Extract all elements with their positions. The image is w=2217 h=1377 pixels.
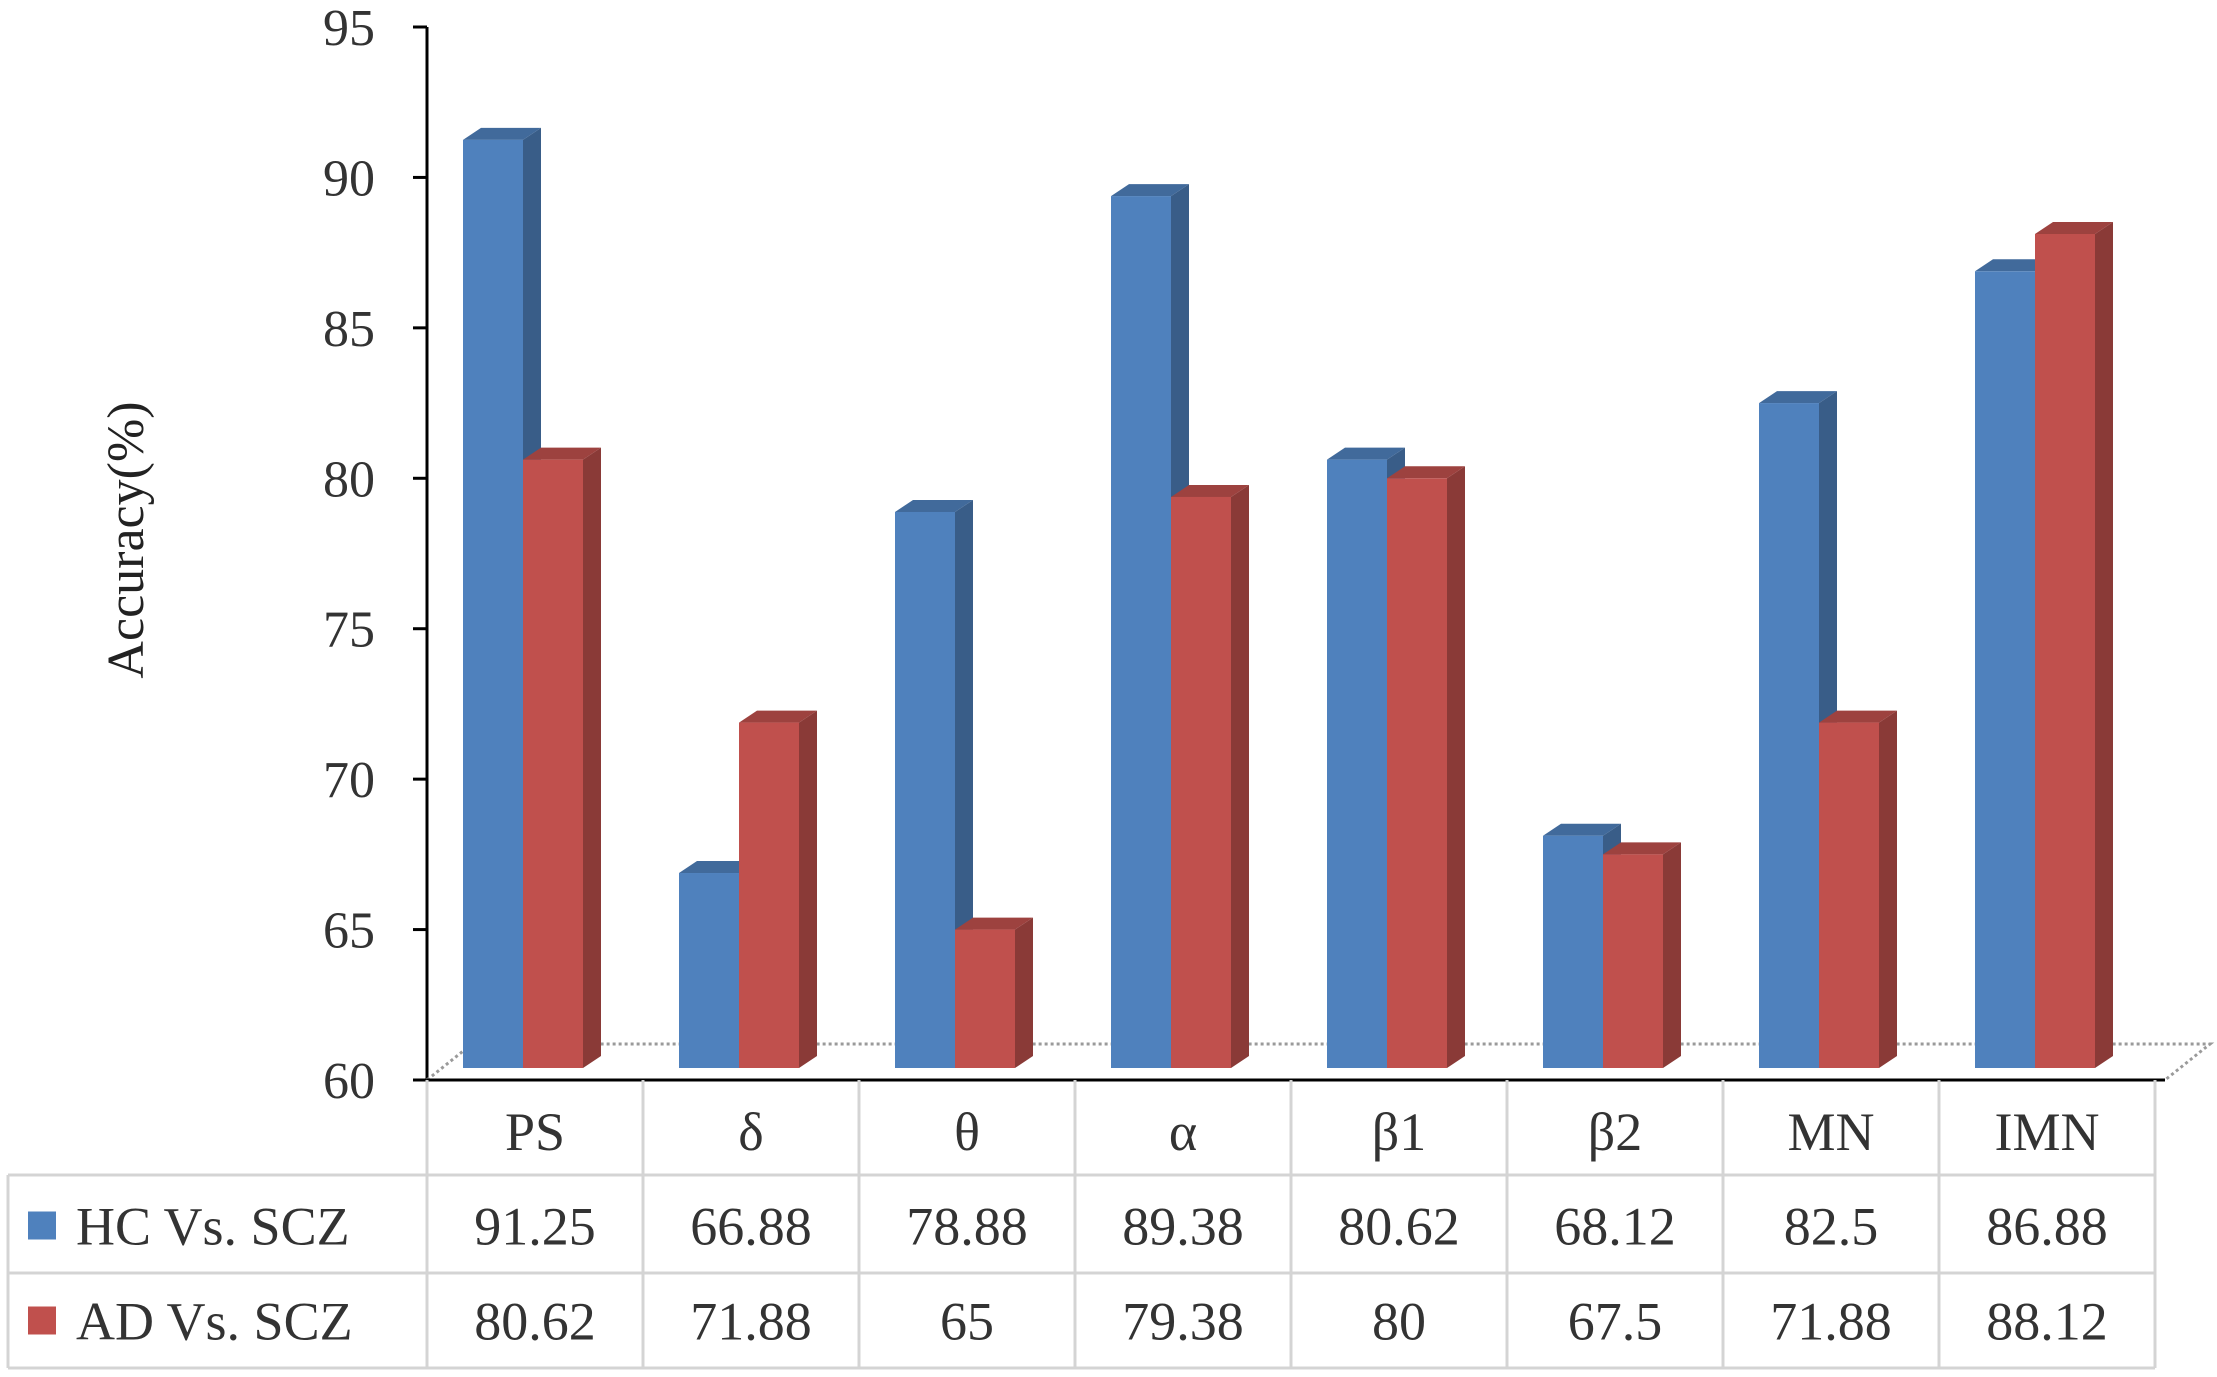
data-label: 88.12 [1986,1292,2108,1352]
bar-top [463,127,541,140]
data-label: 80.62 [474,1292,596,1352]
data-label: 80.62 [1338,1197,1460,1257]
data-label: 66.88 [690,1197,812,1257]
data-label: 71.88 [690,1292,812,1352]
data-label: 78.88 [906,1197,1028,1257]
y-tick-label: 75 [323,602,375,659]
x-tick-label: θ [954,1102,980,1162]
bar-top [1819,710,1897,723]
bar [1111,196,1171,1068]
x-tick-label: MN [1787,1102,1874,1162]
bar [523,459,583,1068]
data-label: 65 [940,1292,994,1352]
bar [955,929,1015,1068]
data-label: 67.5 [1568,1292,1663,1352]
y-tick-label: 80 [323,451,375,508]
x-tick-label: α [1169,1102,1197,1162]
bar [739,722,799,1068]
x-tick-label: β1 [1372,1102,1426,1162]
data-label: 82.5 [1784,1197,1879,1257]
data-label: 89.38 [1122,1197,1244,1257]
y-tick-label: 85 [323,301,375,358]
bar [679,873,739,1068]
bar [1171,496,1231,1068]
y-tick-label: 60 [323,1053,375,1110]
bar-side [2095,221,2113,1068]
y-tick-label: 65 [323,903,375,960]
x-tick-label: IMN [1995,1102,2100,1162]
legend-swatch [28,1306,56,1335]
bar-side [1879,710,1897,1068]
bar [463,139,523,1069]
bar [1387,478,1447,1068]
bar-top [2035,221,2113,234]
data-label: 86.88 [1986,1197,2108,1257]
legend-label: HC Vs. SCZ [76,1197,350,1257]
bar-top [739,710,817,723]
bar-top [1327,447,1405,460]
bar-top [1111,184,1189,197]
data-label: 68.12 [1554,1197,1676,1257]
bar [1975,271,2035,1068]
bar [1327,459,1387,1068]
bar-top [1387,466,1465,479]
bar-top [955,917,1033,930]
x-tick-label: β2 [1588,1102,1642,1162]
bar-top [679,861,757,874]
legend-label: AD Vs. SCZ [76,1292,353,1352]
y-tick-label: 90 [323,150,375,207]
bar-side [1663,842,1681,1068]
bar [1543,835,1603,1068]
bar [895,511,955,1069]
bar [1819,722,1879,1068]
bar-top [895,499,973,512]
y-axis-title: Accuracy(%) [98,401,155,678]
bar-side [1447,466,1465,1068]
x-tick-label: δ [738,1102,763,1162]
bar [2035,233,2095,1068]
y-tick-label: 70 [323,752,375,809]
bar-top [1603,842,1681,855]
bar-top [1975,259,2053,272]
bar-top [1543,823,1621,836]
bar-side [583,447,601,1068]
bar-top [523,447,601,460]
data-label: 91.25 [474,1197,596,1257]
data-label: 79.38 [1122,1292,1244,1352]
x-tick-label: PS [505,1102,565,1162]
bar-top [1171,484,1249,497]
data-label: 71.88 [1770,1292,1892,1352]
data-label: 80 [1372,1292,1426,1352]
bar-side [1231,484,1249,1068]
y-tick-label: 95 [323,0,375,57]
bar-top [1759,391,1837,404]
bar [1759,403,1819,1069]
bar-side [1015,917,1033,1068]
bar-side [799,710,817,1068]
legend-swatch [28,1211,56,1240]
bar [1603,854,1663,1068]
